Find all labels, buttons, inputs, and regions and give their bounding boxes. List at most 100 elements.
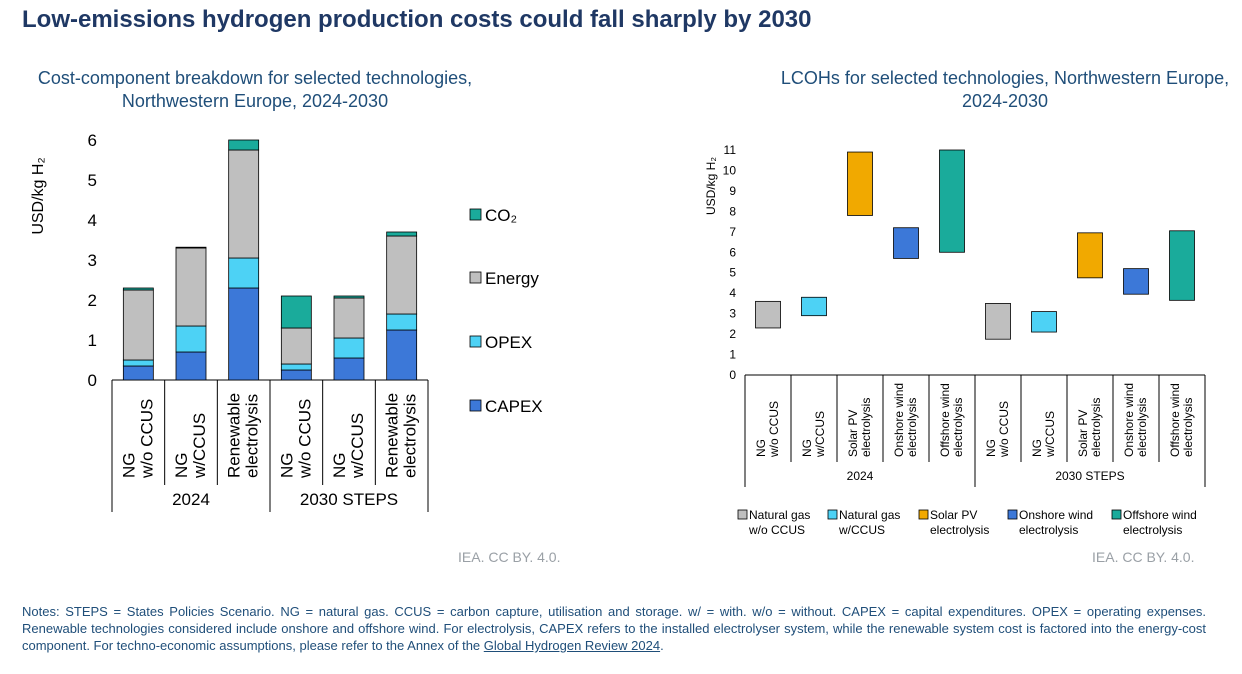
left-y-tick-label: 1 <box>88 331 97 350</box>
right-category-label: w/CCUS <box>813 411 827 458</box>
left-legend-swatch <box>469 208 482 221</box>
left-bar-segment-opex <box>122 359 154 367</box>
right-category-label: NG <box>800 439 814 457</box>
left-category-label: w/o CCUS <box>295 399 314 479</box>
left-chart-title: Cost-component breakdown for selected te… <box>37 68 473 111</box>
right-category-label: electrolysis <box>1135 398 1149 457</box>
right-category-label: Solar PV <box>846 410 860 457</box>
right-group-label: 2030 STEPS <box>1055 469 1124 483</box>
right-category-label: w/CCUS <box>1043 411 1057 458</box>
right-range-bar <box>893 227 919 259</box>
left-category-label: w/CCUS <box>348 413 367 479</box>
right-y-tick-label: 3 <box>729 307 736 321</box>
right-legend-label: w/o CCUS <box>748 523 805 537</box>
right-legend-label: electrolysis <box>1123 523 1182 537</box>
left-y-tick-label: 0 <box>88 371 97 390</box>
left-bar-segment-capex <box>280 369 312 381</box>
right-legend-label: Natural gas <box>749 508 810 522</box>
right-legend-label: Natural gas <box>839 508 900 522</box>
right-legend-label: Offshore wind <box>1123 508 1197 522</box>
left-bar-segment-energy <box>122 289 154 361</box>
left-bar-segment-energy <box>228 149 260 259</box>
right-category-label: NG <box>754 439 768 457</box>
right-y-tick-label: 9 <box>729 184 736 198</box>
right-category-label: Offshore wind <box>1168 383 1182 457</box>
right-legend-swatch <box>827 509 838 520</box>
right-y-tick-label: 10 <box>723 163 737 177</box>
right-group-label: 2024 <box>847 469 874 483</box>
left-legend-swatch <box>469 271 482 284</box>
left-bar-segment-opex <box>386 313 418 331</box>
right-range-bar <box>1169 230 1195 301</box>
left-bar-segment-opex <box>280 363 312 371</box>
left-bar-segment-capex <box>228 287 260 381</box>
right-category-label: electrolysis <box>951 398 965 457</box>
left-category-label: NG <box>330 453 349 479</box>
notes-text: Notes: STEPS = States Policies Scenario.… <box>22 604 1206 653</box>
right-category-label: w/o CCUS <box>767 401 781 458</box>
right-legend-swatch <box>918 509 929 520</box>
left-group-label: 2030 STEPS <box>300 490 398 509</box>
global-hydrogen-review-link[interactable]: Global Hydrogen Review 2024 <box>483 638 661 653</box>
left-category-label: Renewable <box>383 393 402 478</box>
right-legend-label: Onshore wind <box>1019 508 1093 522</box>
left-bar-segment-capex <box>175 351 207 381</box>
right-range-bar <box>939 149 965 253</box>
right-y-tick-label: 0 <box>729 368 736 382</box>
right-category-label: electrolysis <box>1181 398 1195 457</box>
left-legend-label: Energy <box>485 269 539 288</box>
right-category-label: electrolysis <box>859 398 873 457</box>
right-category-label: Onshore wind <box>892 383 906 457</box>
right-category-label: Offshore wind <box>938 383 952 457</box>
right-range-bar <box>1123 268 1149 295</box>
left-bar-segment-co <box>386 231 418 237</box>
left-category-label: electrolysis <box>243 394 262 478</box>
left-bar-segment-capex <box>333 357 365 381</box>
right-chart-title: LCOHs for selected technologies, Northwe… <box>780 68 1230 111</box>
right-chart-credit: IEA. CC BY. 4.0. <box>1092 549 1195 565</box>
right-category-label: Solar PV <box>1076 410 1090 457</box>
left-category-label: w/CCUS <box>190 413 209 479</box>
right-range-bar <box>847 151 873 216</box>
right-y-tick-label: 7 <box>729 225 736 239</box>
left-y-tick-label: 6 <box>88 131 97 150</box>
left-category-label: NG <box>172 453 191 479</box>
right-y-tick-label: 1 <box>729 348 736 362</box>
left-bar-segment-opex <box>333 337 365 359</box>
left-bar-segment-co <box>175 246 207 249</box>
left-category-label: NG <box>119 453 138 479</box>
left-group-label: 2024 <box>172 490 210 509</box>
left-bar-segment-capex <box>386 329 418 381</box>
left-legend-swatch <box>469 335 482 348</box>
left-bar-segment-co <box>333 295 365 299</box>
right-y-tick-label: 4 <box>729 286 736 300</box>
right-category-label: NG <box>984 439 998 457</box>
right-legend-label: electrolysis <box>930 523 989 537</box>
left-y-tick-label: 5 <box>88 171 97 190</box>
left-y-tick-label: 3 <box>88 251 97 270</box>
right-legend-label: electrolysis <box>1019 523 1078 537</box>
left-category-label: Renewable <box>225 393 244 478</box>
right-y-tick-label: 8 <box>729 204 736 218</box>
left-y-axis-label: USD/kg H₂ <box>30 157 47 234</box>
right-range-bar <box>1077 232 1103 279</box>
right-y-tick-label: 11 <box>724 143 737 157</box>
right-legend-swatch <box>1007 509 1018 520</box>
left-bar-segment-energy <box>280 327 312 365</box>
right-range-bar <box>755 300 781 329</box>
left-category-label: electrolysis <box>401 394 420 478</box>
left-chart-credit: IEA. CC BY. 4.0. <box>458 549 561 565</box>
right-y-axis-label: USD/kg H₂ <box>704 157 718 215</box>
left-legend-label: CO₂ <box>485 206 517 225</box>
page-title: Low-emissions hydrogen production costs … <box>22 6 812 33</box>
left-bar-segment-energy <box>333 297 365 339</box>
left-bar-segment-opex <box>175 325 207 353</box>
right-legend-swatch <box>737 509 748 520</box>
right-category-label: w/o CCUS <box>997 401 1011 458</box>
left-legend-label: OPEX <box>485 333 532 352</box>
left-bar-segment-co <box>280 295 312 329</box>
right-y-tick-label: 6 <box>729 245 736 259</box>
right-range-bar <box>801 296 827 317</box>
left-bar-segment-energy <box>386 235 418 315</box>
right-legend-label: w/CCUS <box>838 523 885 537</box>
